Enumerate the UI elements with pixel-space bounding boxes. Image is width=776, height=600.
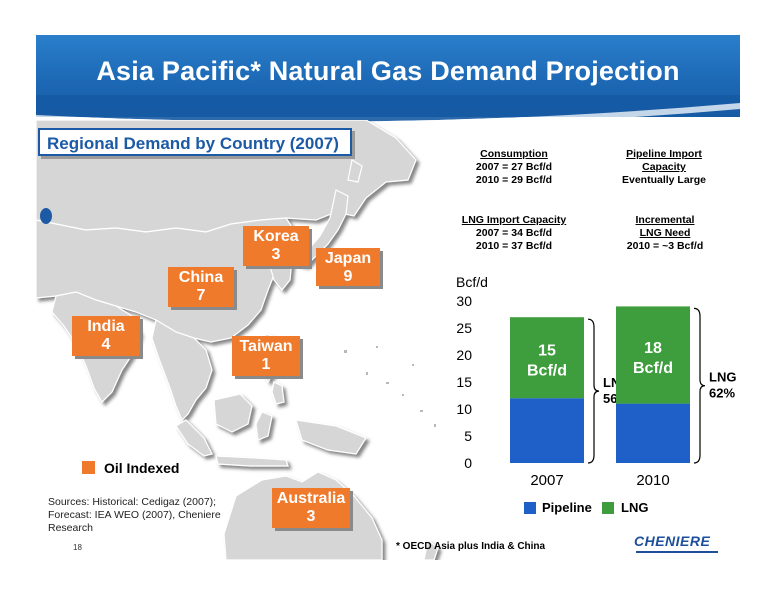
brace (693, 307, 706, 464)
country-label-china: China 7 (168, 267, 234, 307)
country-value: 9 (343, 268, 353, 285)
lng-import-info: LNG Import Capacity 2007 = 34 Bcf/d 2010… (447, 214, 581, 253)
sources-line: Sources: Historical: Cedigaz (2007); (48, 496, 217, 508)
y-tick-label: 30 (456, 293, 472, 309)
regional-demand-subtitle: Regional Demand by Country (2007) (38, 128, 352, 156)
y-tick-label: 0 (464, 455, 472, 471)
country-value: 3 (271, 246, 281, 263)
pipeline-import-value: Eventually Large (621, 174, 707, 186)
country-name: Taiwan (239, 338, 293, 355)
brace-label: 62% (709, 386, 735, 401)
consumption-2010: 2010 = 29 Bcf/d (475, 174, 553, 186)
bar-data-label: Bcf/d (633, 360, 673, 377)
country-label-taiwan: Taiwan 1 (232, 336, 300, 376)
incremental-heading: LNG Need (639, 227, 691, 239)
y-tick-label: 10 (456, 401, 472, 417)
consumption-2007: 2007 = 27 Bcf/d (475, 161, 553, 173)
country-value: 1 (261, 356, 271, 373)
lng-import-2010: 2010 = 37 Bcf/d (475, 240, 553, 252)
lng-import-2007: 2007 = 34 Bcf/d (475, 227, 553, 239)
y-axis-label: Bcf/d (456, 275, 488, 290)
bar-data-label: 15 (538, 343, 556, 360)
x-tick-label: 2010 (636, 472, 669, 489)
consumption-heading: Consumption (480, 148, 548, 160)
pipeline-import-heading: Capacity (642, 161, 686, 173)
country-name: Korea (253, 228, 299, 245)
sources-line: Research (48, 522, 93, 534)
bar-lng-2007 (510, 317, 584, 399)
country-name: India (87, 318, 125, 335)
oil-indexed-swatch (82, 461, 95, 474)
bar-lng-2010 (616, 306, 690, 404)
pipeline-import-heading: Pipeline Import (626, 148, 702, 160)
page-number: 18 (73, 543, 82, 552)
pipeline-import-info: Pipeline Import Capacity Eventually Larg… (602, 148, 726, 187)
y-tick-label: 5 (464, 428, 472, 444)
bar-data-label: 18 (644, 340, 662, 357)
country-label-australia: Australia 3 (272, 488, 350, 528)
legend-pipeline-swatch (524, 502, 536, 514)
logo-underline (636, 551, 718, 553)
legend-lng-swatch (602, 502, 614, 514)
bar-data-label: Bcf/d (527, 363, 567, 380)
country-value: 4 (101, 336, 111, 353)
page-title: Asia Pacific* Natural Gas Demand Project… (96, 56, 680, 86)
country-label-india: India 4 (72, 316, 140, 356)
incremental-value: 2010 = ~3 Bcf/d (626, 240, 704, 252)
incremental-lng-info: Incremental LNG Need 2010 = ~3 Bcf/d (602, 214, 728, 253)
demand-chart: Bcf/d051015202530200715Bcf/dLNG56%201018… (456, 275, 736, 489)
y-tick-label: 15 (456, 374, 472, 390)
legend-pipeline-label: Pipeline (542, 500, 592, 515)
lng-import-heading: LNG Import Capacity (461, 214, 567, 226)
legend-lng-label: LNG (621, 500, 649, 515)
x-tick-label: 2007 (530, 472, 563, 489)
country-label-japan: Japan 9 (316, 248, 380, 286)
y-tick-label: 20 (456, 347, 472, 363)
country-name: Japan (324, 250, 372, 267)
country-value: 3 (306, 508, 316, 525)
sources-line: Forecast: IEA WEO (2007), Cheniere (48, 509, 221, 521)
country-name: Australia (276, 490, 346, 507)
country-value: 7 (196, 287, 206, 304)
brace (587, 318, 600, 464)
brace-label: LNG (709, 370, 736, 385)
footnote: * OECD Asia plus India & China (396, 541, 546, 552)
consumption-info: Consumption 2007 = 27 Bcf/d 2010 = 29 Bc… (452, 148, 576, 187)
country-name: China (178, 269, 224, 286)
bar-pipeline-2007 (510, 398, 584, 463)
sources-note: Sources: Historical: Cedigaz (2007); For… (48, 496, 248, 535)
country-label-korea: Korea 3 (243, 226, 309, 266)
oil-indexed-label: Oil Indexed (104, 460, 180, 476)
incremental-heading: Incremental (635, 214, 695, 226)
bar-pipeline-2010 (616, 403, 690, 463)
y-tick-label: 25 (456, 320, 472, 336)
cheniere-logo: CHENIERE (634, 533, 711, 549)
